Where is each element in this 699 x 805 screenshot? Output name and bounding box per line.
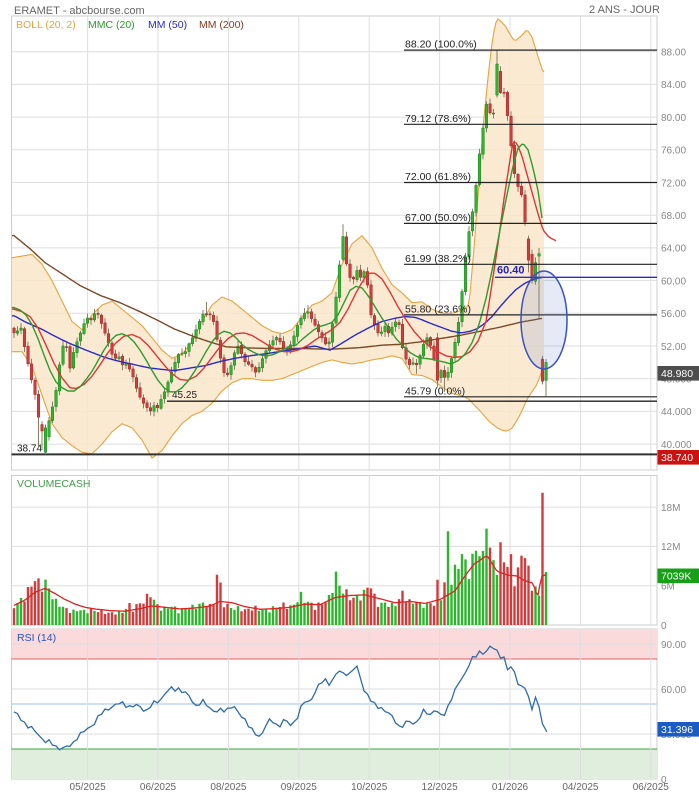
svg-text:06/2025: 06/2025 [633, 782, 670, 793]
svg-text:12M: 12M [661, 542, 680, 553]
svg-text:72.00 (61.8%): 72.00 (61.8%) [405, 171, 471, 183]
svg-text:06/2025: 06/2025 [140, 782, 177, 793]
svg-text:2 ANS - JOUR: 2 ANS - JOUR [589, 4, 660, 16]
svg-text:60.40: 60.40 [497, 264, 525, 276]
svg-text:VOLUMECASH: VOLUMECASH [17, 478, 91, 490]
svg-text:RSI (14): RSI (14) [17, 632, 56, 644]
svg-text:64.00: 64.00 [661, 244, 686, 255]
svg-text:76.00: 76.00 [661, 146, 686, 157]
svg-text:04/2025: 04/2025 [562, 782, 599, 793]
svg-text:7039K: 7039K [661, 571, 691, 583]
svg-text:6M: 6M [661, 582, 675, 593]
svg-text:88.00: 88.00 [661, 48, 686, 59]
svg-text:12/2025: 12/2025 [422, 782, 459, 793]
svg-text:38.740: 38.740 [661, 452, 693, 464]
svg-text:60.00: 60.00 [661, 685, 686, 696]
svg-text:18M: 18M [661, 503, 680, 514]
svg-text:56.00: 56.00 [661, 309, 686, 320]
svg-text:10/2025: 10/2025 [351, 782, 388, 793]
svg-text:ERAMET - abcbourse.com: ERAMET - abcbourse.com [14, 5, 145, 17]
svg-text:09/2025: 09/2025 [281, 782, 318, 793]
svg-text:BOLL (20, 2): BOLL (20, 2) [16, 19, 76, 31]
svg-text:31.396: 31.396 [661, 724, 693, 736]
svg-text:61.99 (38.2%): 61.99 (38.2%) [405, 253, 471, 265]
svg-text:72.00: 72.00 [661, 178, 686, 189]
svg-text:60.00: 60.00 [661, 276, 686, 287]
svg-text:08/2025: 08/2025 [210, 782, 247, 793]
svg-text:52.00: 52.00 [661, 342, 686, 353]
svg-text:90.00: 90.00 [661, 640, 686, 651]
svg-text:45.79 (0.0%): 45.79 (0.0%) [405, 385, 465, 397]
svg-text:84.00: 84.00 [661, 80, 686, 91]
svg-text:MMC (20): MMC (20) [88, 19, 135, 31]
svg-text:01/2026: 01/2026 [492, 782, 529, 793]
svg-text:80.00: 80.00 [661, 113, 686, 124]
svg-text:MM (200): MM (200) [199, 19, 244, 31]
svg-text:79.12 (78.6%): 79.12 (78.6%) [405, 113, 471, 125]
svg-text:MM (50): MM (50) [148, 19, 187, 31]
svg-text:44.000: 44.000 [661, 407, 692, 418]
svg-text:0: 0 [661, 621, 667, 632]
svg-text:88.20 (100.0%): 88.20 (100.0%) [405, 39, 477, 51]
svg-text:48.980: 48.980 [661, 368, 693, 380]
svg-text:68.00: 68.00 [661, 211, 686, 222]
svg-text:67.00 (50.0%): 67.00 (50.0%) [405, 212, 471, 224]
svg-text:55.80 (23.6%): 55.80 (23.6%) [405, 303, 471, 315]
svg-text:05/2025: 05/2025 [70, 782, 107, 793]
svg-text:40.000: 40.000 [661, 440, 692, 451]
